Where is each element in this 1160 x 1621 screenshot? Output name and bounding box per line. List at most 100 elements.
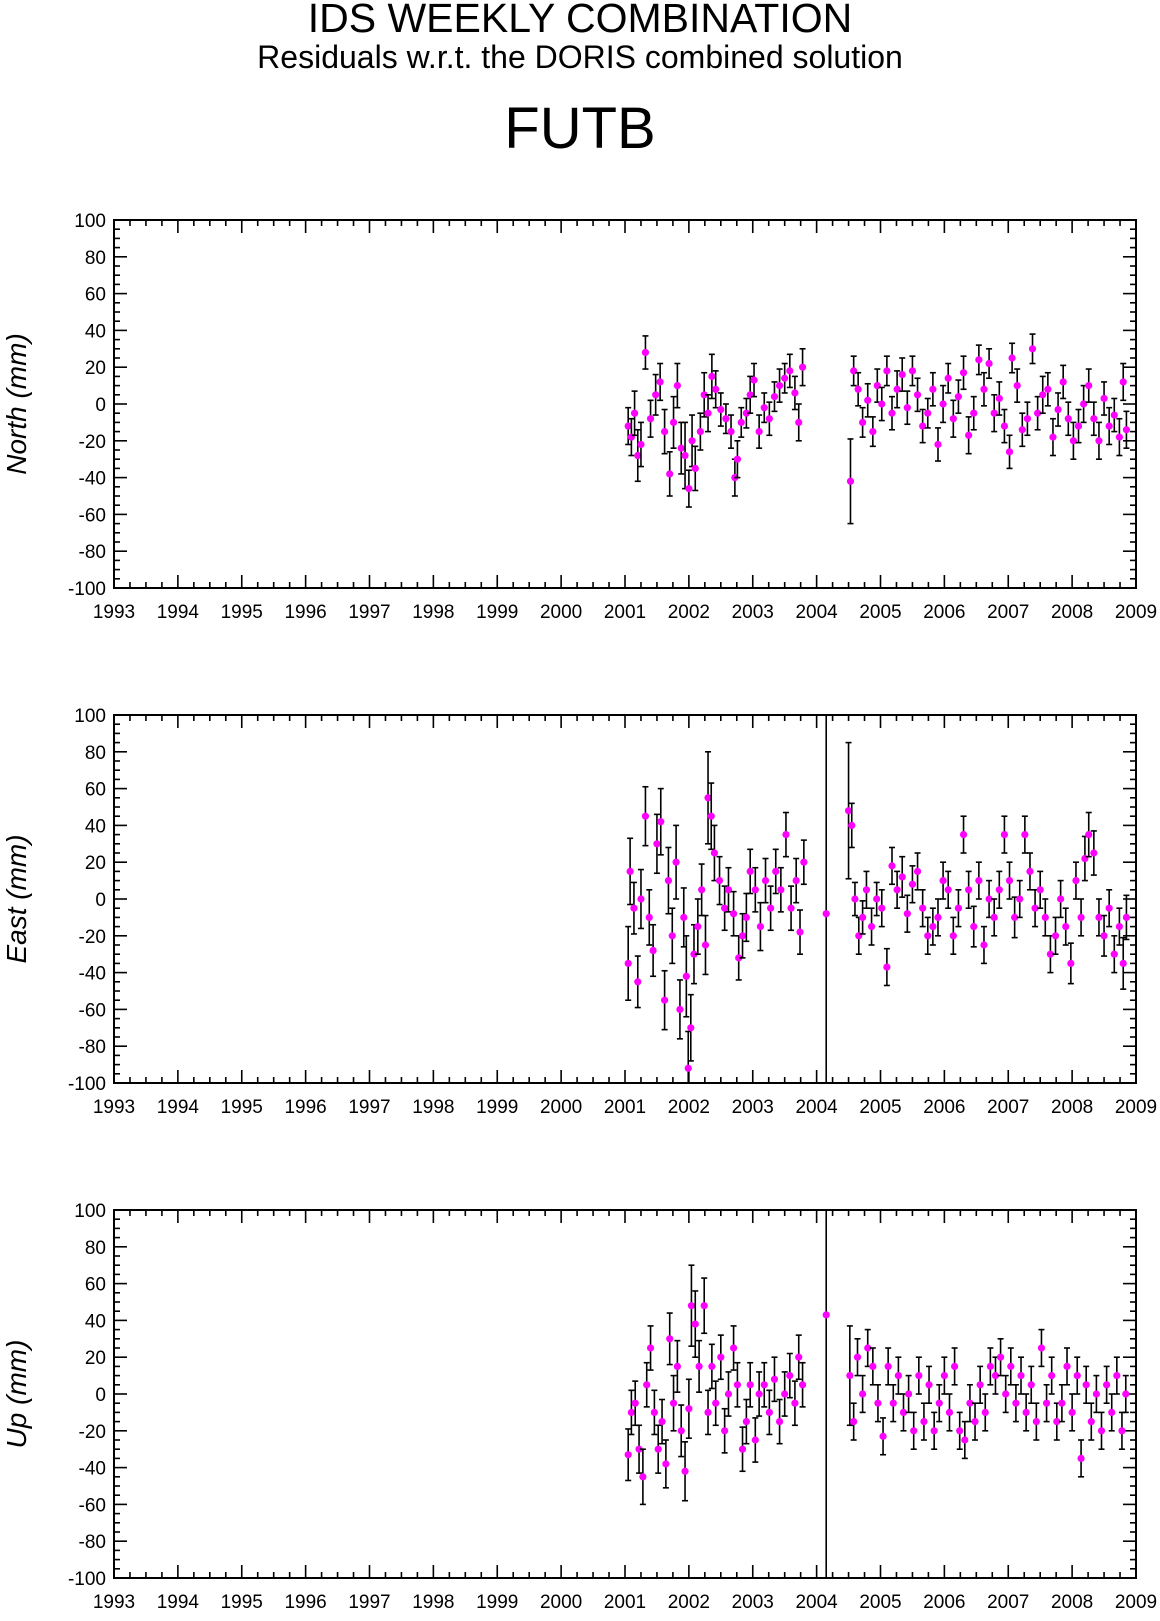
x-tick-label: 2007 (987, 1592, 1029, 1613)
x-tick-label: 2005 (859, 1097, 901, 1118)
data-point (796, 928, 804, 936)
data-point (677, 444, 685, 452)
data-point (1031, 904, 1039, 912)
x-tick-label: 1994 (157, 1592, 200, 1613)
data-point (939, 400, 947, 408)
data-point (966, 1399, 974, 1407)
data-point (822, 1311, 830, 1319)
x-tick-label: 2000 (540, 1592, 582, 1613)
data-point (1036, 886, 1044, 894)
data-point (995, 886, 1003, 894)
data-point (717, 405, 725, 414)
data-point (666, 470, 674, 478)
data-point (1122, 1390, 1130, 1398)
x-tick-label: 2008 (1051, 602, 1093, 623)
data-point (934, 440, 942, 449)
data-point (786, 1372, 794, 1380)
data-point (970, 409, 978, 417)
x-tick-label: 1999 (476, 1592, 518, 1613)
x-tick-label: 1998 (412, 602, 454, 623)
chart-subtitle: Residuals w.r.t. the DORIS combined solu… (257, 39, 903, 75)
data-point (1082, 1381, 1090, 1389)
data-point (859, 913, 867, 922)
data-point (883, 367, 891, 375)
data-point (1048, 1372, 1056, 1380)
x-tick-label: 1996 (284, 602, 326, 623)
data-point (696, 428, 704, 436)
data-point (1115, 923, 1123, 931)
data-point (944, 886, 952, 894)
data-point (767, 904, 775, 912)
data-point (712, 385, 720, 393)
y-tick-label: 60 (85, 285, 106, 306)
x-tick-label: 1995 (221, 1097, 263, 1118)
data-point (995, 394, 1003, 403)
data-point (844, 807, 853, 815)
data-point (742, 1418, 750, 1426)
y-tick-label: 100 (74, 211, 106, 232)
x-tick-label: 2005 (859, 1592, 901, 1613)
x-tick-label: 2005 (859, 602, 901, 623)
y-tick-label: 20 (85, 358, 106, 379)
data-point (1108, 1408, 1116, 1416)
y-tick-label: 40 (85, 816, 106, 837)
panel-east: 1993 1994 1995 1996 1997 1998 1999 2000 2001 2002… (1, 706, 1157, 1118)
data-point (878, 400, 886, 408)
data-point (712, 1399, 720, 1407)
data-point (1085, 831, 1093, 839)
data-point (1069, 437, 1078, 445)
data-point (853, 1353, 862, 1361)
data-point (1110, 950, 1118, 958)
x-tick-label: 2007 (987, 602, 1029, 623)
x-tick-label: 2006 (923, 1592, 965, 1613)
x-tick-label: 1999 (476, 602, 518, 623)
data-point (677, 1427, 685, 1435)
y-tick-label: 80 (85, 743, 106, 764)
data-point (691, 464, 699, 472)
data-point (975, 877, 983, 885)
data-point (1064, 415, 1072, 423)
data-point (971, 1418, 979, 1426)
data-point (878, 904, 886, 912)
x-tick-label: 1998 (412, 1592, 454, 1613)
data-point (990, 409, 998, 417)
data-point (883, 963, 891, 971)
x-tick-label: 1993 (93, 602, 135, 623)
y-tick-label: -80 (79, 1532, 106, 1553)
x-tick-label: 2004 (795, 1097, 838, 1118)
data-point (1037, 1344, 1046, 1352)
data-point (1011, 913, 1019, 922)
x-tick-label: 1993 (93, 1097, 135, 1118)
data-point (775, 382, 784, 390)
data-point (1018, 426, 1026, 434)
x-tick-label: 1993 (93, 1592, 135, 1613)
data-point (733, 1381, 742, 1389)
data-point (639, 1473, 647, 1481)
data-point (775, 1418, 784, 1426)
data-point (1005, 877, 1014, 885)
y-tick-label: -40 (79, 1459, 106, 1480)
data-point (760, 1381, 768, 1389)
x-tick-label: 1995 (221, 1592, 263, 1613)
data-point (700, 391, 708, 399)
data-point (791, 1399, 799, 1407)
data-point (661, 428, 669, 436)
data-point (685, 1405, 693, 1413)
data-point (649, 946, 657, 955)
data-point (786, 367, 794, 375)
data-point (980, 941, 988, 949)
data-point (795, 418, 803, 426)
data-point (965, 886, 973, 894)
x-tick-label: 2001 (604, 1097, 646, 1118)
data-point (738, 932, 747, 940)
data-point (976, 1381, 984, 1389)
data-point (910, 1427, 918, 1435)
data-point (864, 1344, 872, 1352)
data-point (949, 415, 957, 423)
data-point (919, 422, 927, 430)
data-point (673, 1362, 681, 1370)
data-point (981, 1408, 989, 1416)
data-point (956, 1427, 964, 1435)
data-point (898, 370, 906, 379)
data-point (980, 385, 988, 393)
